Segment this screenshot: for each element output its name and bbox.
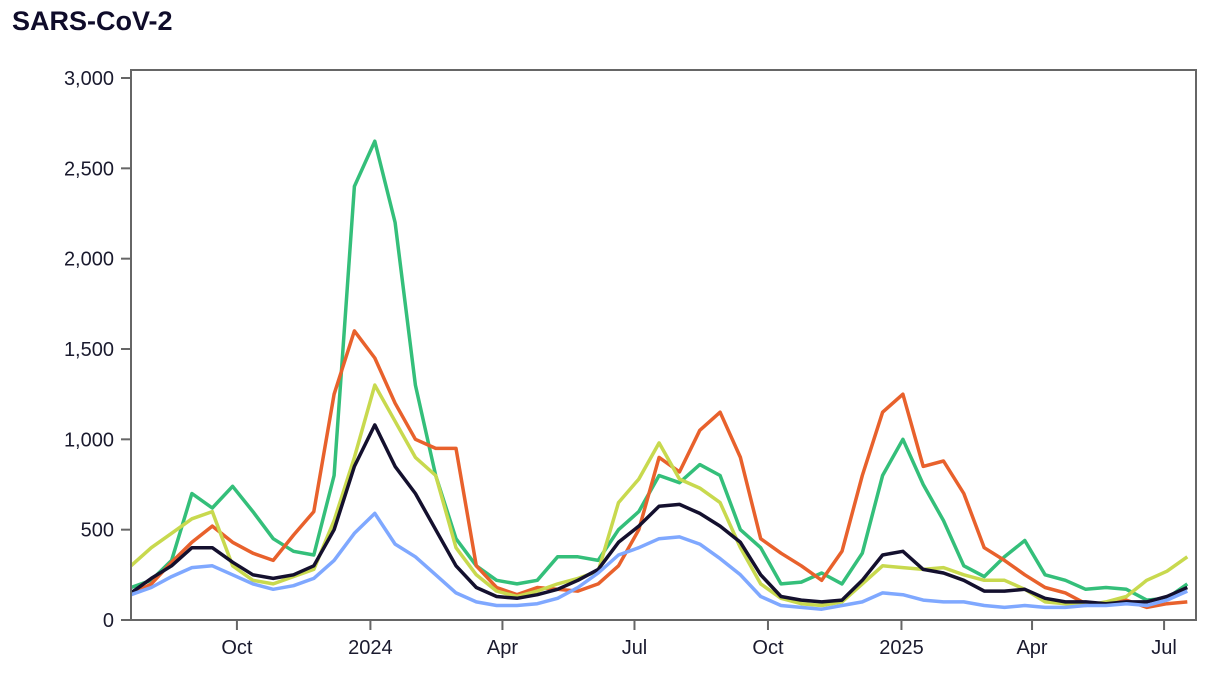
series-line-orange [130, 329, 1188, 610]
chart-title: SARS-CoV-2 [12, 6, 173, 36]
x-tick-label: Jul [622, 637, 648, 659]
y-tick-label: 1,000 [64, 429, 114, 451]
x-tick-label: Oct [221, 637, 253, 659]
y-tick-label: 2,000 [64, 249, 114, 271]
y-tick-label: 500 [81, 520, 114, 542]
x-axis: Oct 2024 Apr Jul Oct 2025 Apr Jul [221, 620, 1177, 659]
series-line-blue [130, 511, 1189, 611]
x-tick-label: Oct [752, 637, 784, 659]
y-tick-label: 0 [103, 610, 114, 632]
plot-frame [130, 69, 1197, 621]
y-tick-label: 1,500 [64, 339, 114, 361]
x-tick-label: Apr [1016, 637, 1047, 659]
y-tick-label: 2,500 [64, 158, 114, 180]
series-line-black [129, 423, 1189, 606]
y-axis: 0 500 1,000 1,500 2,000 2,500 3,000 [64, 68, 131, 632]
x-tick-label: Jul [1151, 637, 1177, 659]
y-tick-label: 3,000 [64, 68, 114, 90]
x-tick-label: Apr [487, 637, 518, 659]
series-line-green [130, 139, 1189, 602]
x-tick-label: 2024 [348, 637, 393, 659]
series-line-yellow [129, 383, 1189, 608]
series-lines [129, 139, 1189, 611]
x-tick-label: 2025 [879, 637, 924, 659]
